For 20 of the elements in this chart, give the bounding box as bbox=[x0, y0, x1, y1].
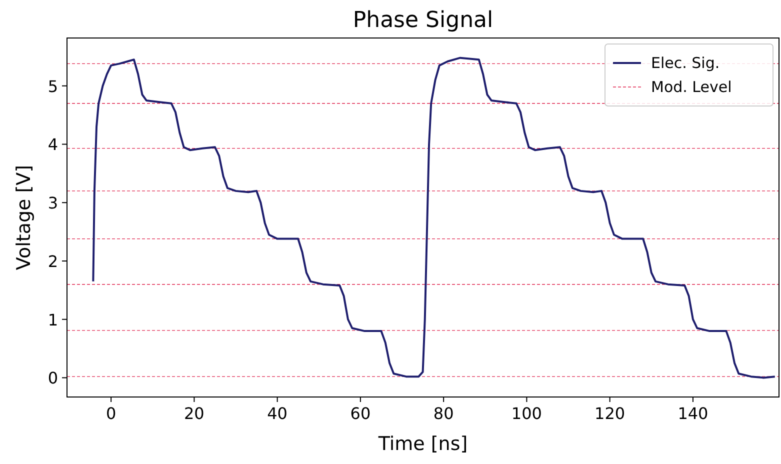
y-axis-title: Voltage [V] bbox=[13, 164, 35, 270]
legend-label: Mod. Level bbox=[651, 78, 732, 96]
y-tick-label: 3 bbox=[48, 194, 58, 213]
x-tick-label: 80 bbox=[433, 404, 454, 423]
x-tick-label: 140 bbox=[678, 404, 708, 423]
x-tick-label: 60 bbox=[350, 404, 371, 423]
x-tick-label: 100 bbox=[511, 404, 542, 423]
y-tick-label: 1 bbox=[48, 310, 58, 330]
x-tick-label: 0 bbox=[106, 404, 116, 423]
y-tick-label: 2 bbox=[48, 252, 58, 271]
line-series bbox=[92, 56, 776, 379]
y-tick-label: 5 bbox=[48, 76, 58, 96]
chart-title: Phase Signal bbox=[352, 8, 494, 33]
x-axis-title: Time [ns] bbox=[377, 433, 468, 455]
x-tick-label: 20 bbox=[184, 404, 204, 423]
x-tick-label: 40 bbox=[267, 404, 288, 423]
y-tick-label: 4 bbox=[48, 135, 58, 154]
legend-label: Elec. Sig. bbox=[651, 54, 720, 72]
y-tick-label: 0 bbox=[48, 368, 58, 388]
x-tick-label: 120 bbox=[594, 404, 626, 423]
